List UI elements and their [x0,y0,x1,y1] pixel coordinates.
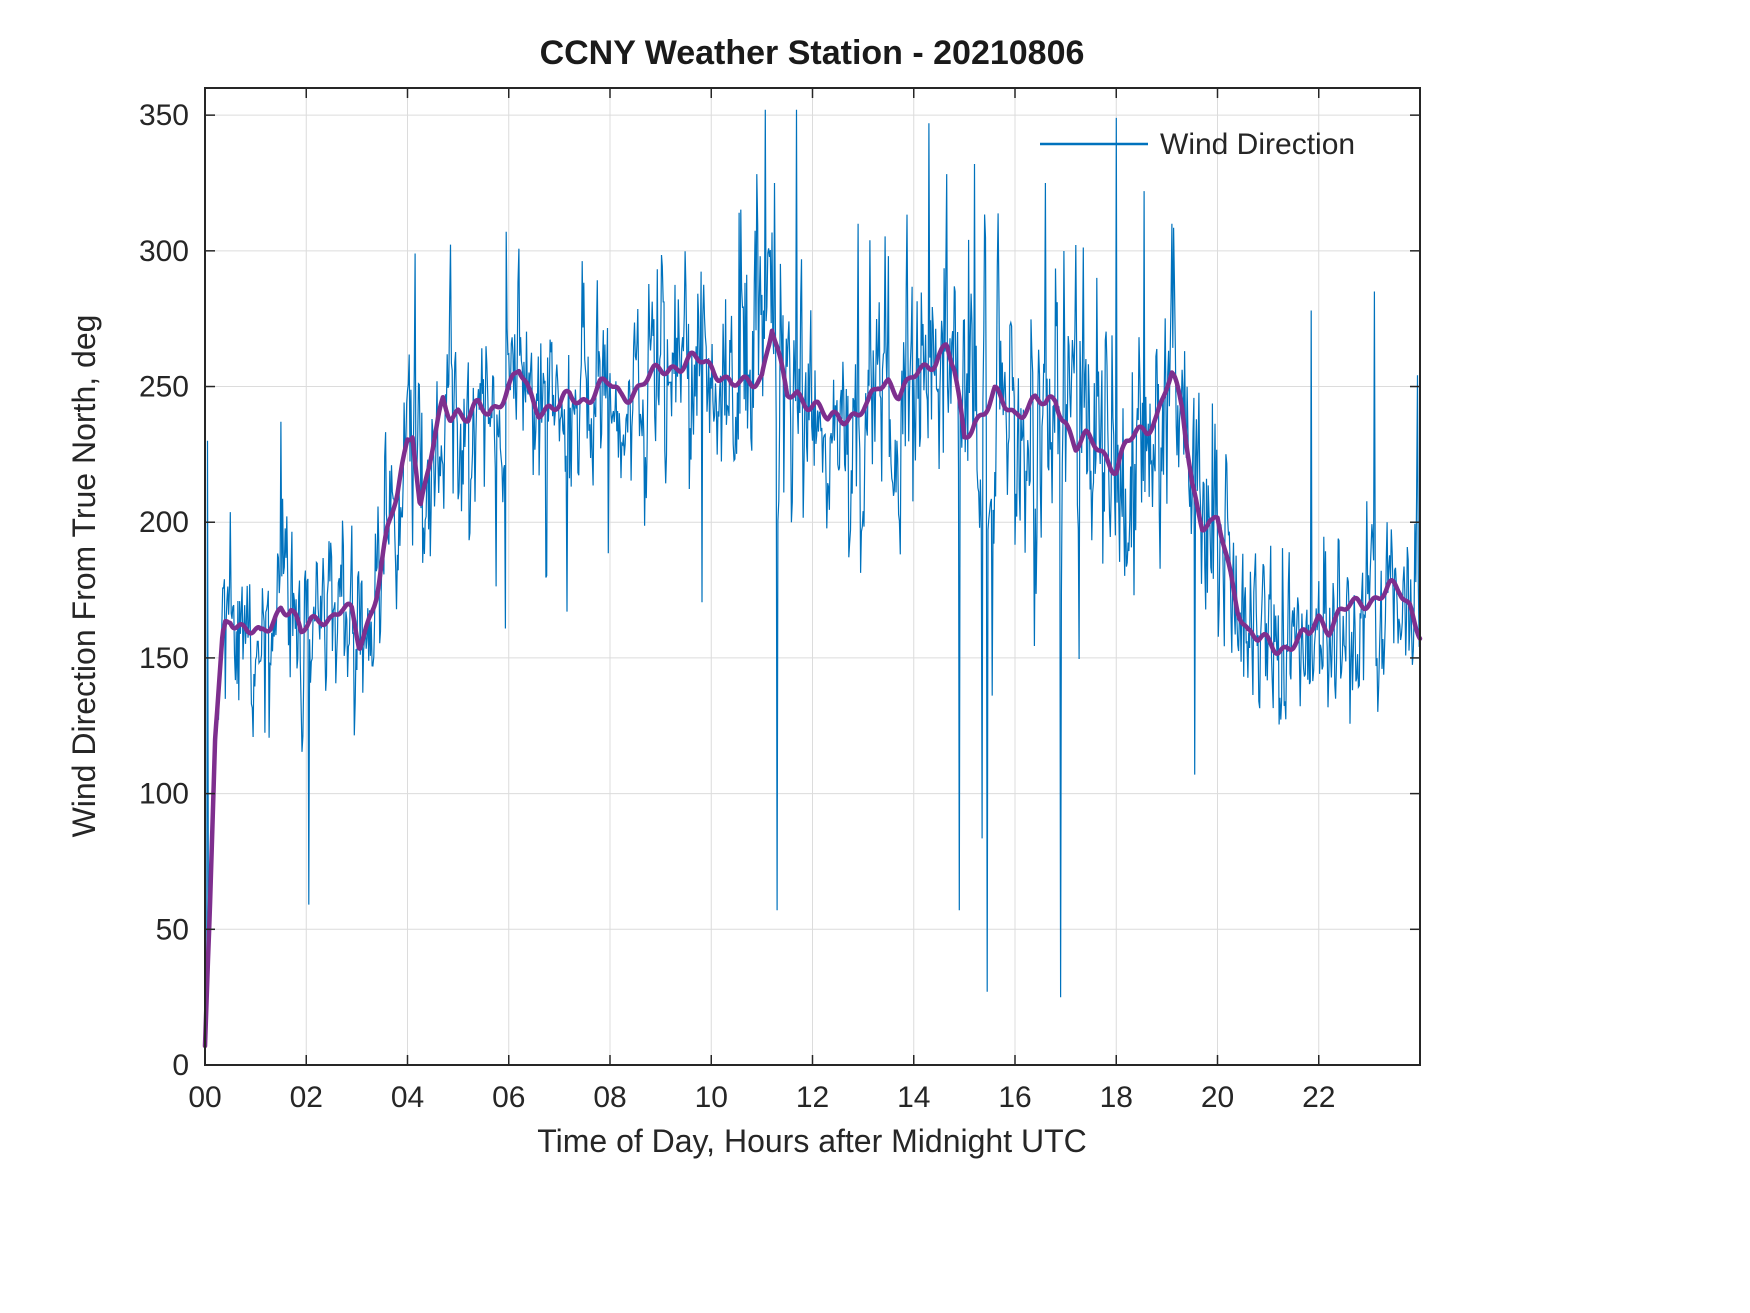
y-axis-label: Wind Direction From True North, deg [66,315,102,838]
grid-lines-vertical [204,88,1320,1065]
x-tick-label: 14 [897,1081,930,1114]
x-tick-labels: 00 02 04 06 08 10 12 14 16 18 20 22 [188,1081,1335,1114]
x-tick-label: 22 [1302,1081,1335,1114]
x-tick-label: 10 [695,1081,728,1114]
chart-title: CCNY Weather Station - 20210806 [540,34,1085,72]
x-tick-label: 12 [796,1081,829,1114]
x-axis-label: Time of Day, Hours after Midnight UTC [537,1123,1086,1159]
y-tick-labels: 0 50 100 150 200 250 300 350 [139,99,189,1082]
y-tick-label: 300 [139,235,189,268]
x-tick-label: 16 [998,1081,1031,1114]
x-tick-label: 04 [391,1081,424,1114]
y-tick-label: 150 [139,642,189,675]
x-tick-label: 06 [492,1081,525,1114]
y-tick-label: 100 [139,778,189,811]
smoothed-wind-direction-line [202,328,1423,1049]
legend-label: Wind Direction [1160,128,1355,161]
raw-series-path [204,109,1421,1042]
x-tick-label: 20 [1201,1081,1234,1114]
y-tick-label: 250 [139,371,189,404]
y-tick-label: 200 [139,506,189,539]
smooth-series-path [202,328,1423,1049]
legend: Wind Direction [1040,128,1355,161]
x-tick-label: 08 [593,1081,626,1114]
x-tick-label: 18 [1100,1081,1133,1114]
y-tick-label: 0 [172,1049,189,1082]
x-tick-label: 00 [188,1081,221,1114]
y-tick-label: 350 [139,99,189,132]
x-tick-label: 02 [290,1081,323,1114]
y-tick-label: 50 [156,913,189,946]
raw-wind-direction-line [204,109,1421,1042]
axis-tick-marks [204,88,1420,1066]
